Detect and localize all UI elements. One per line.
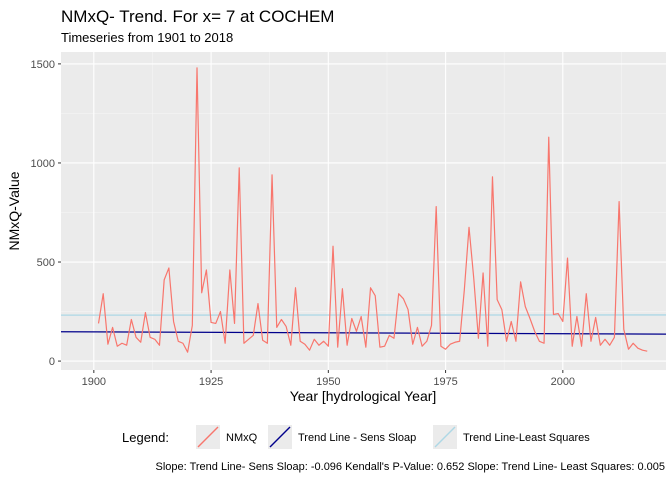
x-tick-label: 1950 bbox=[316, 376, 340, 388]
y-tick-label: 1500 bbox=[31, 59, 55, 71]
series-group bbox=[60, 67, 667, 353]
chart-caption: Slope: Trend Line- Sens Sloap: -0.096 Ke… bbox=[156, 461, 665, 473]
legend-label-trend-line-sens-sloap: Trend Line - Sens Sloap bbox=[298, 432, 416, 444]
legend: Legend: NMxQ Trend Line - Sens Sloap Trend… bbox=[122, 425, 590, 449]
x-tick-label: 1900 bbox=[82, 376, 106, 388]
chart-title: NMxQ- Trend. For x= 7 at COCHEM bbox=[61, 7, 334, 26]
legend-label-nmxq: NMxQ bbox=[226, 432, 258, 444]
y-tick-label: 0 bbox=[49, 356, 55, 368]
y-axis-label: NMxQ-Value bbox=[6, 171, 22, 250]
x-tick-label: 2000 bbox=[551, 376, 575, 388]
chart-subtitle: Timeseries from 1901 to 2018 bbox=[61, 30, 233, 45]
x-axis: 1900 1925 1950 1975 2000 bbox=[82, 370, 575, 388]
legend-title: Legend: bbox=[122, 430, 169, 445]
series-line-nmxq bbox=[97, 67, 648, 353]
y-tick-label: 500 bbox=[37, 257, 55, 269]
legend-swatch-trend-line-least-squares bbox=[434, 426, 456, 448]
x-tick-label: 1975 bbox=[433, 376, 457, 388]
y-axis: 0 500 1000 1500 bbox=[31, 59, 61, 368]
legend-swatch-nmxq bbox=[197, 426, 219, 448]
y-tick-label: 1000 bbox=[31, 158, 55, 170]
plot-panel bbox=[61, 52, 666, 370]
legend-swatch-trend-line-sens-sloap bbox=[269, 426, 291, 448]
x-axis-label: Year [hydrological Year] bbox=[290, 388, 437, 404]
x-tick-label: 1925 bbox=[199, 376, 223, 388]
legend-label-trend-line-least-squares: Trend Line-Least Squares bbox=[463, 432, 590, 444]
